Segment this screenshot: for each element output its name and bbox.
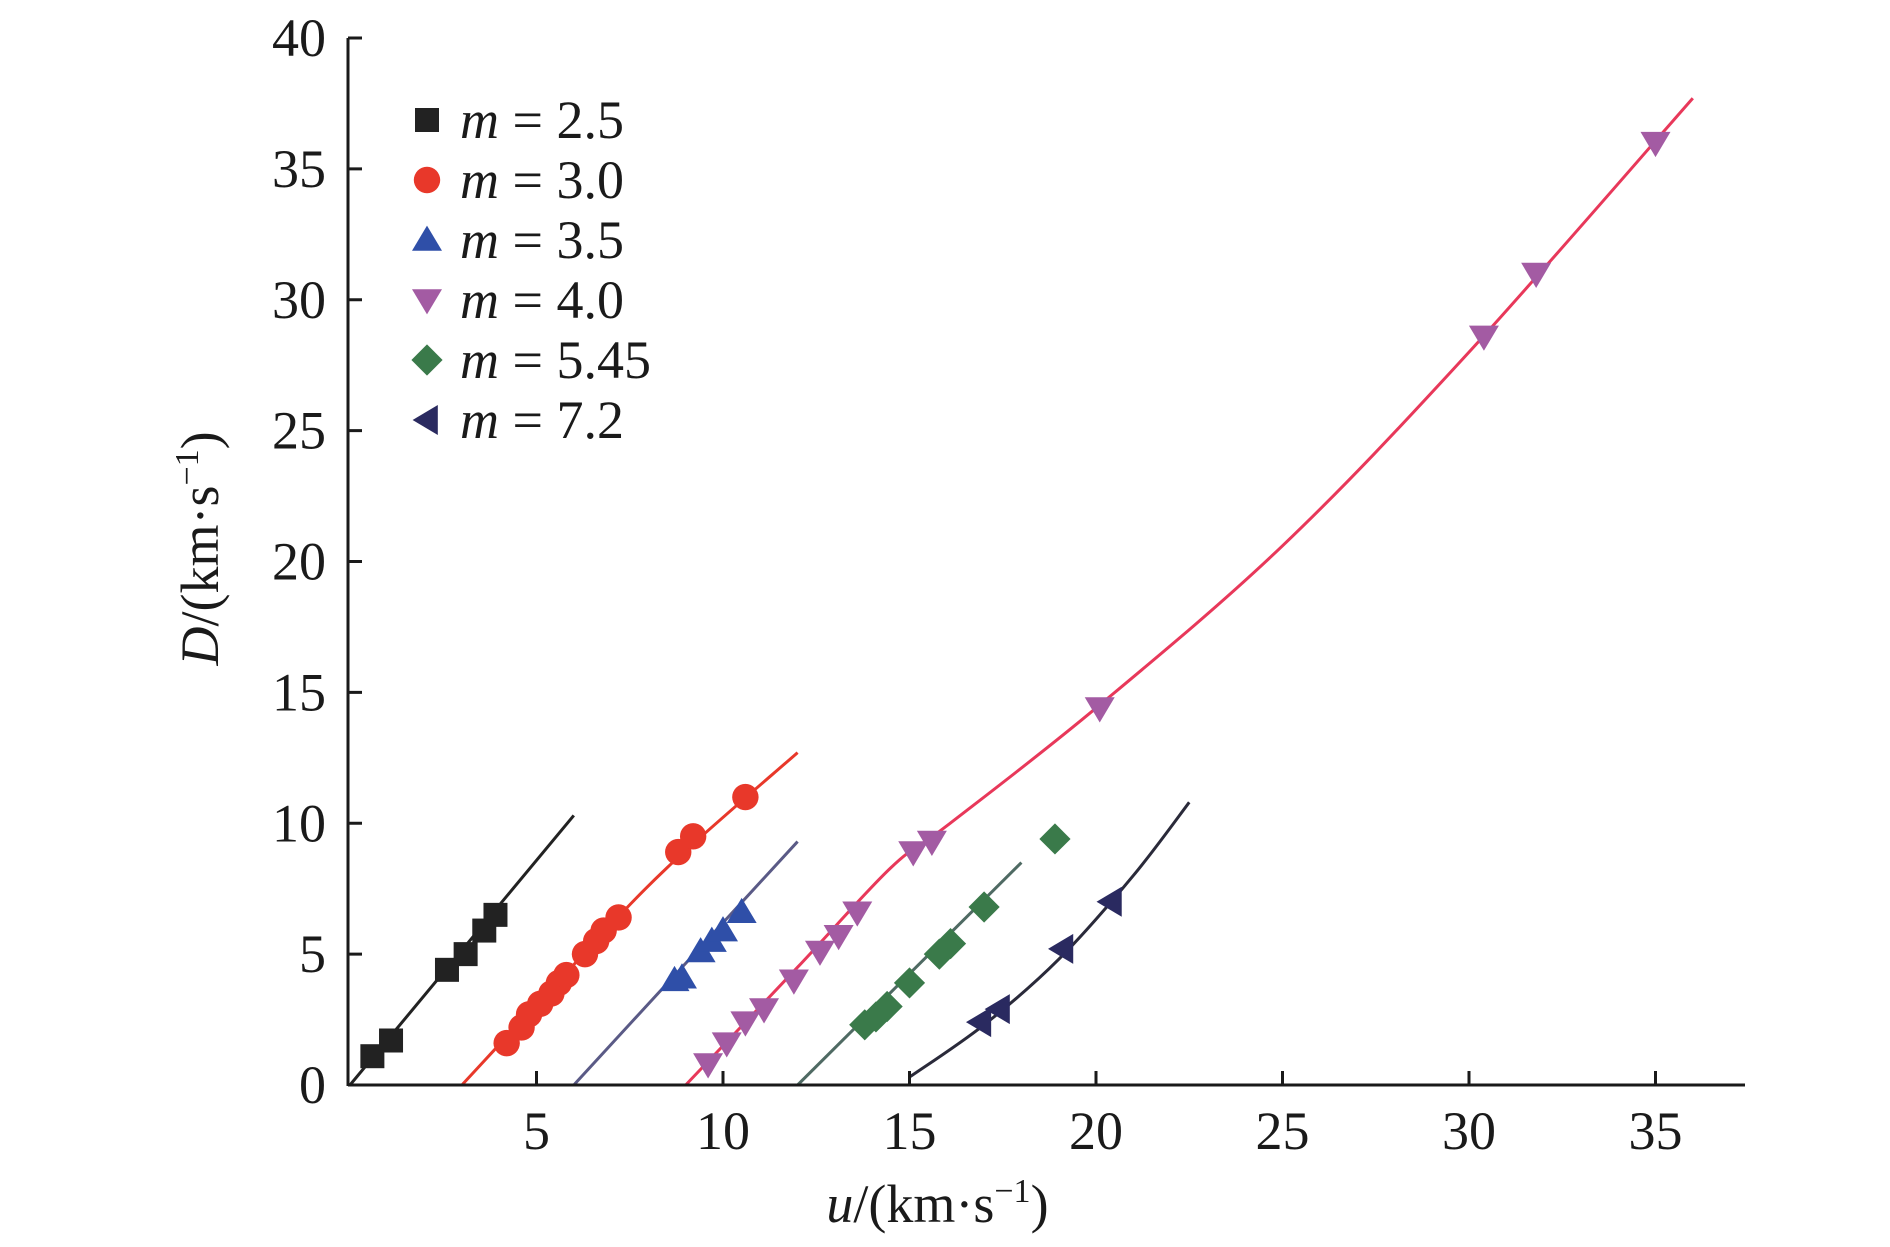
point-series-4 — [823, 925, 854, 951]
point-series-6 — [965, 1007, 992, 1038]
legend-marker-4 — [412, 289, 442, 315]
y-tick-label: 10 — [272, 793, 326, 853]
point-series-2 — [679, 823, 707, 850]
point-series-4 — [730, 1011, 761, 1037]
y-tick-label: 30 — [272, 270, 326, 330]
legend-marker-1 — [415, 108, 439, 132]
legend-label-4: m = 4.0 — [460, 270, 624, 330]
point-series-5 — [849, 1009, 881, 1041]
point-series-1 — [483, 902, 508, 927]
point-series-1 — [453, 942, 478, 967]
x-tick-label: 5 — [523, 1101, 550, 1161]
y-axis-label: D/(km·s−1) — [169, 431, 230, 666]
legend: m = 2.5m = 3.0m = 3.5m = 4.0m = 5.45m = … — [411, 90, 651, 450]
y-tick-label: 5 — [299, 924, 326, 984]
y-tick-label: 40 — [272, 8, 326, 68]
point-series-3 — [726, 897, 757, 924]
point-series-4 — [749, 998, 780, 1024]
x-tick-label: 35 — [1629, 1101, 1683, 1161]
point-series-2 — [605, 904, 632, 931]
x-ticks: 5 10 15 20 25 30 35 — [523, 1071, 1683, 1161]
point-series-5 — [871, 990, 903, 1023]
point-series-4 — [898, 841, 929, 867]
legend-marker-6 — [412, 405, 438, 435]
point-series-5 — [934, 928, 967, 960]
y-tick-label: 35 — [272, 139, 326, 199]
point-series-4 — [1640, 131, 1671, 158]
legend-label-1: m = 2.5 — [460, 90, 624, 150]
legend-marker-2 — [413, 166, 441, 194]
fit-line-3 — [572, 840, 799, 1087]
point-series-3 — [666, 963, 697, 989]
axes: 5 10 15 20 25 30 35 0 5 10 15 20 25 30 35 40 — [272, 8, 1745, 1161]
y-ticks: 0 5 10 15 20 25 30 35 40 — [272, 8, 362, 1115]
y-tick-label: 15 — [272, 662, 326, 722]
y-tick-label: 25 — [272, 401, 326, 461]
legend-label-5: m = 5.45 — [460, 330, 651, 390]
x-tick-label: 10 — [696, 1101, 750, 1161]
point-series-5 — [968, 891, 1000, 923]
legend-label-3: m = 3.5 — [460, 210, 624, 270]
x-tick-label: 30 — [1442, 1101, 1496, 1161]
point-series-4 — [693, 1053, 724, 1079]
point-series-4 — [778, 969, 809, 995]
data-points — [360, 131, 1671, 1079]
x-tick-label: 25 — [1256, 1101, 1310, 1161]
point-series-4 — [804, 940, 835, 966]
x-tick-label: 15 — [883, 1101, 937, 1161]
point-series-4 — [1084, 697, 1115, 723]
point-series-4 — [1521, 262, 1552, 288]
legend-label-6: m = 7.2 — [460, 390, 624, 450]
point-series-5 — [893, 967, 926, 999]
legend-label-2: m = 3.0 — [460, 150, 624, 210]
point-series-4 — [916, 830, 947, 856]
point-series-2 — [732, 783, 759, 811]
point-series-6 — [984, 994, 1010, 1025]
point-series-4 — [1468, 325, 1499, 351]
point-series-5 — [1039, 823, 1071, 855]
y-tick-label: 0 — [299, 1055, 326, 1115]
legend-marker-3 — [412, 225, 442, 251]
y-tick-label: 20 — [272, 532, 326, 592]
x-tick-label: 20 — [1069, 1101, 1123, 1161]
point-series-2 — [553, 961, 580, 989]
point-series-4 — [711, 1032, 742, 1058]
point-series-1 — [379, 1028, 404, 1053]
point-series-6 — [1096, 886, 1122, 917]
point-series-6 — [1048, 933, 1074, 964]
fit-line-6 — [908, 801, 1191, 1079]
legend-marker-5 — [411, 344, 443, 376]
point-series-3 — [708, 916, 738, 942]
x-axis-label: u/(km·s−1) — [826, 1173, 1048, 1234]
point-series-4 — [842, 901, 873, 927]
